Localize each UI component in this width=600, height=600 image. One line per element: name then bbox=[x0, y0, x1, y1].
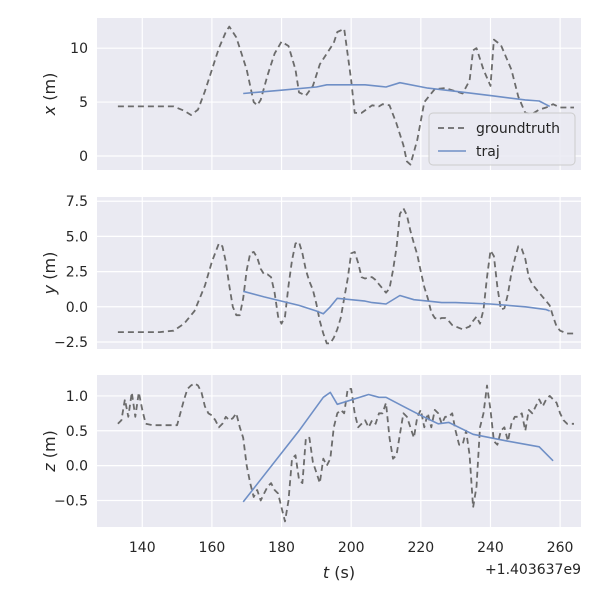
y-tick-label: 10 bbox=[70, 41, 88, 57]
y-tick-label: 7.5 bbox=[66, 194, 88, 210]
panel-3: −0.5 0.0 0.5 1.0 z (m) bbox=[40, 375, 581, 527]
x-tick-label: 240 bbox=[477, 540, 504, 556]
legend-entry-groundtruth: groundtruth bbox=[476, 121, 560, 137]
panel-1: 0 5 10 x (m) bbox=[40, 18, 581, 170]
y-tick-label: 0 bbox=[79, 149, 88, 165]
plot-background bbox=[97, 197, 581, 349]
y-tick-label: 2.5 bbox=[66, 265, 88, 281]
series-traj-line bbox=[243, 81, 551, 108]
legend-entry-traj: traj bbox=[476, 144, 500, 160]
y-axis-label: y (m) bbox=[40, 252, 59, 296]
x-tick-label: 220 bbox=[407, 540, 434, 556]
legend: groundtruth traj bbox=[428, 112, 576, 166]
y-tick-label: −0.5 bbox=[54, 494, 88, 510]
y-tick-label: 5 bbox=[79, 95, 88, 111]
y-axis-label: x (m) bbox=[40, 73, 59, 117]
y-tick-label: 0.0 bbox=[66, 459, 88, 475]
y-tick-label: 0.5 bbox=[66, 424, 88, 440]
plot-background bbox=[97, 375, 581, 527]
x-axis-label: t (s) bbox=[323, 563, 355, 582]
x-tick-label: 260 bbox=[547, 540, 574, 556]
series-groundtruth-line bbox=[117, 207, 574, 345]
y-tick-label: 5.0 bbox=[66, 229, 88, 245]
series-groundtruth-line bbox=[117, 382, 574, 523]
y-tick-label: −2.5 bbox=[54, 335, 88, 351]
legend-box bbox=[428, 112, 576, 166]
panel-2: −2.5 0.0 2.5 5.0 7.5 y (m) bbox=[40, 194, 581, 351]
x-offset-label: +1.403637e9 bbox=[485, 562, 581, 578]
y-tick-label: 0.0 bbox=[66, 300, 88, 316]
y-tick-label: 1.0 bbox=[66, 389, 88, 405]
y-axis-label: z (m) bbox=[40, 430, 59, 473]
x-tick-label: 140 bbox=[129, 540, 156, 556]
x-tick-label: 160 bbox=[199, 540, 226, 556]
x-tick-label: 180 bbox=[268, 540, 295, 556]
x-tick-label: 200 bbox=[338, 540, 365, 556]
series-traj-line bbox=[242, 290, 550, 315]
series-traj-line bbox=[242, 391, 554, 503]
